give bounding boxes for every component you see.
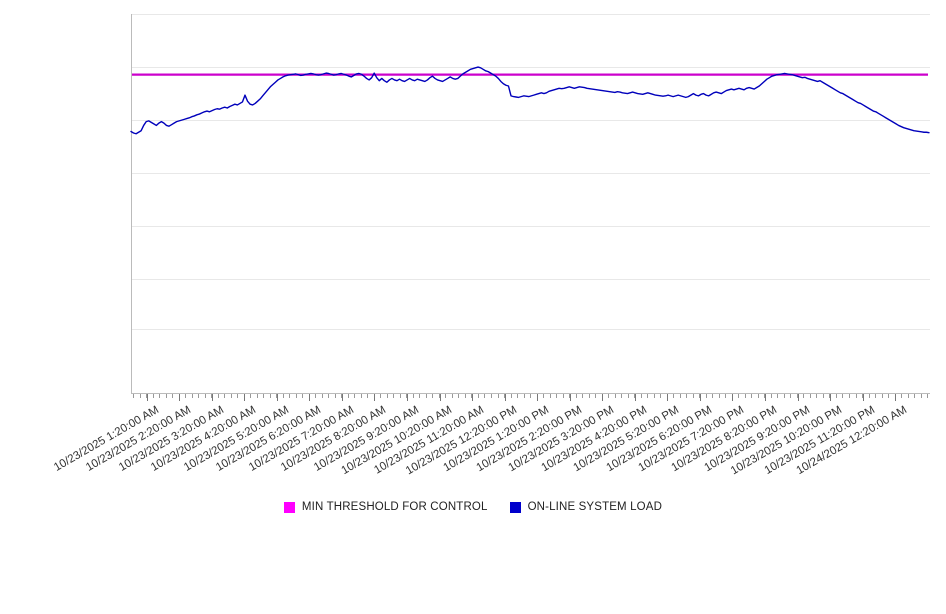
x-axis-labels: 10/23/2025 1:20:00 AM 10/23/2025 2:20:00 … (0, 400, 946, 490)
chart-legend: MIN THRESHOLD FOR CONTROL ON-LINE SYSTEM … (0, 495, 946, 519)
chart-container: 10/23/2025 1:20:00 AM 10/23/2025 2:20:00 … (0, 14, 946, 519)
series-system-load-line (130, 66, 930, 135)
legend-color-swatch (283, 501, 295, 513)
legend-color-swatch (509, 501, 521, 513)
legend-item-label: MIN THRESHOLD FOR CONTROL (301, 501, 488, 513)
legend-item[interactable]: MIN THRESHOLD FOR CONTROL (283, 501, 488, 513)
x-axis-ticks (133, 394, 928, 401)
legend-item[interactable]: ON-LINE SYSTEM LOAD (509, 501, 663, 513)
gridlines (131, 14, 930, 394)
line-chart-plot (130, 14, 930, 401)
legend-item-label: ON-LINE SYSTEM LOAD (527, 501, 663, 513)
